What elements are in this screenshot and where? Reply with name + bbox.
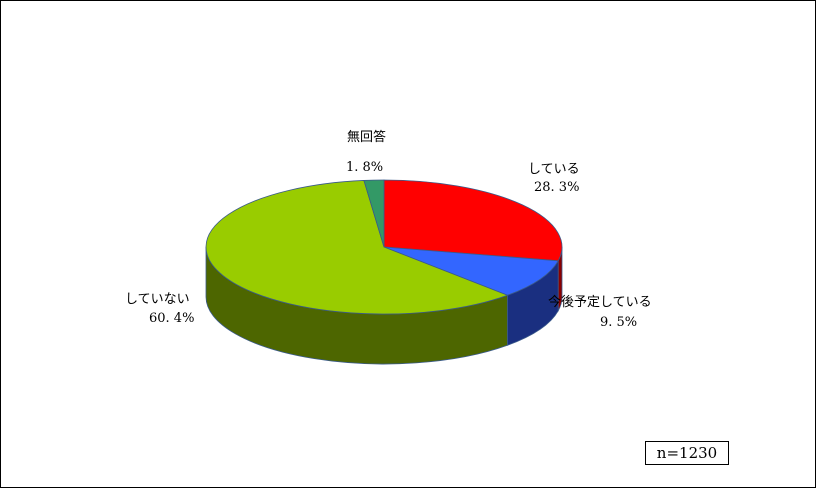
slice-3-top	[363, 179, 385, 248]
label-shiteinai-name: していない	[125, 292, 190, 307]
label-shiteiru-name: している	[528, 162, 580, 177]
slice-2-top	[205, 180, 509, 315]
label-kongo-value: 9. 5%	[600, 315, 638, 330]
label-shiteinai-value: 60. 4%	[149, 311, 195, 326]
label-mukaitou-name: 無回答	[347, 130, 387, 145]
label-shiteiru-value: 28. 3%	[534, 180, 580, 195]
label-kongo-name: 今後予定している	[548, 295, 652, 310]
sample-size-box: n=1230	[645, 441, 729, 465]
label-mukaitou-value: 1. 8%	[346, 160, 384, 175]
slice-0-top	[383, 179, 563, 262]
slice-1-top	[383, 246, 559, 296]
